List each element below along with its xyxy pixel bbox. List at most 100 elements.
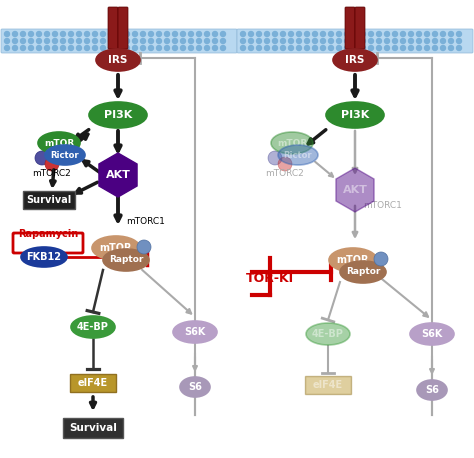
FancyBboxPatch shape bbox=[237, 29, 473, 53]
Circle shape bbox=[100, 45, 106, 50]
Circle shape bbox=[189, 45, 193, 50]
Circle shape bbox=[264, 32, 270, 37]
Circle shape bbox=[212, 38, 218, 44]
Text: mTORC2: mTORC2 bbox=[33, 169, 72, 178]
Circle shape bbox=[76, 32, 82, 37]
FancyBboxPatch shape bbox=[1, 29, 237, 53]
Circle shape bbox=[20, 45, 26, 50]
Ellipse shape bbox=[329, 248, 377, 272]
Circle shape bbox=[289, 45, 293, 50]
Text: Raptor: Raptor bbox=[346, 267, 380, 277]
Circle shape bbox=[337, 32, 341, 37]
Circle shape bbox=[256, 32, 262, 37]
Circle shape bbox=[417, 38, 421, 44]
Bar bbox=[70, 374, 116, 392]
Circle shape bbox=[432, 45, 438, 50]
Circle shape bbox=[125, 45, 129, 50]
Circle shape bbox=[248, 45, 254, 50]
Circle shape bbox=[156, 45, 162, 50]
Circle shape bbox=[92, 45, 98, 50]
Circle shape bbox=[12, 32, 18, 37]
Circle shape bbox=[197, 32, 201, 37]
Circle shape bbox=[328, 45, 334, 50]
Text: S6: S6 bbox=[425, 385, 439, 395]
Circle shape bbox=[425, 32, 429, 37]
Circle shape bbox=[376, 32, 382, 37]
Circle shape bbox=[448, 45, 454, 50]
Text: Survival: Survival bbox=[69, 423, 117, 433]
Text: Rapamycin: Rapamycin bbox=[18, 229, 78, 239]
Circle shape bbox=[409, 38, 413, 44]
Ellipse shape bbox=[278, 145, 318, 165]
Circle shape bbox=[173, 32, 177, 37]
Text: PI3K: PI3K bbox=[341, 110, 369, 120]
Circle shape bbox=[304, 32, 310, 37]
Ellipse shape bbox=[268, 151, 282, 165]
Circle shape bbox=[417, 32, 421, 37]
Circle shape bbox=[345, 32, 349, 37]
Circle shape bbox=[164, 38, 170, 44]
Circle shape bbox=[148, 38, 154, 44]
Circle shape bbox=[189, 32, 193, 37]
Circle shape bbox=[281, 32, 285, 37]
Circle shape bbox=[4, 38, 9, 44]
Text: mTORC1: mTORC1 bbox=[363, 201, 402, 209]
Circle shape bbox=[417, 45, 421, 50]
Text: TOR-KI: TOR-KI bbox=[246, 272, 294, 284]
Circle shape bbox=[256, 38, 262, 44]
Polygon shape bbox=[99, 153, 137, 197]
Circle shape bbox=[312, 32, 318, 37]
Circle shape bbox=[289, 32, 293, 37]
Circle shape bbox=[164, 32, 170, 37]
FancyBboxPatch shape bbox=[355, 7, 365, 49]
Circle shape bbox=[432, 38, 438, 44]
Text: mTORC2: mTORC2 bbox=[265, 169, 304, 178]
Circle shape bbox=[304, 45, 310, 50]
Circle shape bbox=[140, 45, 146, 50]
Ellipse shape bbox=[173, 321, 217, 343]
Circle shape bbox=[117, 38, 121, 44]
Circle shape bbox=[117, 45, 121, 50]
Circle shape bbox=[425, 45, 429, 50]
Text: mTOR: mTOR bbox=[100, 243, 132, 253]
Ellipse shape bbox=[326, 102, 384, 128]
Text: FKB12: FKB12 bbox=[27, 252, 62, 262]
Circle shape bbox=[273, 38, 277, 44]
Ellipse shape bbox=[89, 102, 147, 128]
Circle shape bbox=[125, 38, 129, 44]
FancyBboxPatch shape bbox=[118, 7, 128, 49]
Circle shape bbox=[53, 32, 57, 37]
Circle shape bbox=[440, 45, 446, 50]
Circle shape bbox=[289, 38, 293, 44]
Circle shape bbox=[164, 45, 170, 50]
Circle shape bbox=[140, 38, 146, 44]
Circle shape bbox=[440, 32, 446, 37]
Circle shape bbox=[240, 45, 246, 50]
Ellipse shape bbox=[45, 157, 59, 171]
Text: AKT: AKT bbox=[343, 185, 367, 195]
Text: IRS: IRS bbox=[109, 55, 128, 65]
Circle shape bbox=[100, 32, 106, 37]
Circle shape bbox=[4, 32, 9, 37]
Circle shape bbox=[36, 32, 42, 37]
Circle shape bbox=[425, 38, 429, 44]
Circle shape bbox=[361, 38, 365, 44]
Circle shape bbox=[181, 45, 185, 50]
Text: IRS: IRS bbox=[346, 55, 365, 65]
Circle shape bbox=[84, 38, 90, 44]
Circle shape bbox=[345, 38, 349, 44]
Circle shape bbox=[456, 32, 462, 37]
Text: 4E-BP: 4E-BP bbox=[77, 322, 109, 332]
Text: eIF4E: eIF4E bbox=[78, 378, 108, 388]
Circle shape bbox=[392, 32, 398, 37]
Circle shape bbox=[173, 38, 177, 44]
Circle shape bbox=[312, 45, 318, 50]
Circle shape bbox=[53, 38, 57, 44]
Circle shape bbox=[84, 45, 90, 50]
Circle shape bbox=[320, 32, 326, 37]
Ellipse shape bbox=[180, 377, 210, 397]
Circle shape bbox=[337, 38, 341, 44]
Ellipse shape bbox=[103, 249, 149, 271]
Ellipse shape bbox=[417, 380, 447, 400]
Circle shape bbox=[409, 45, 413, 50]
